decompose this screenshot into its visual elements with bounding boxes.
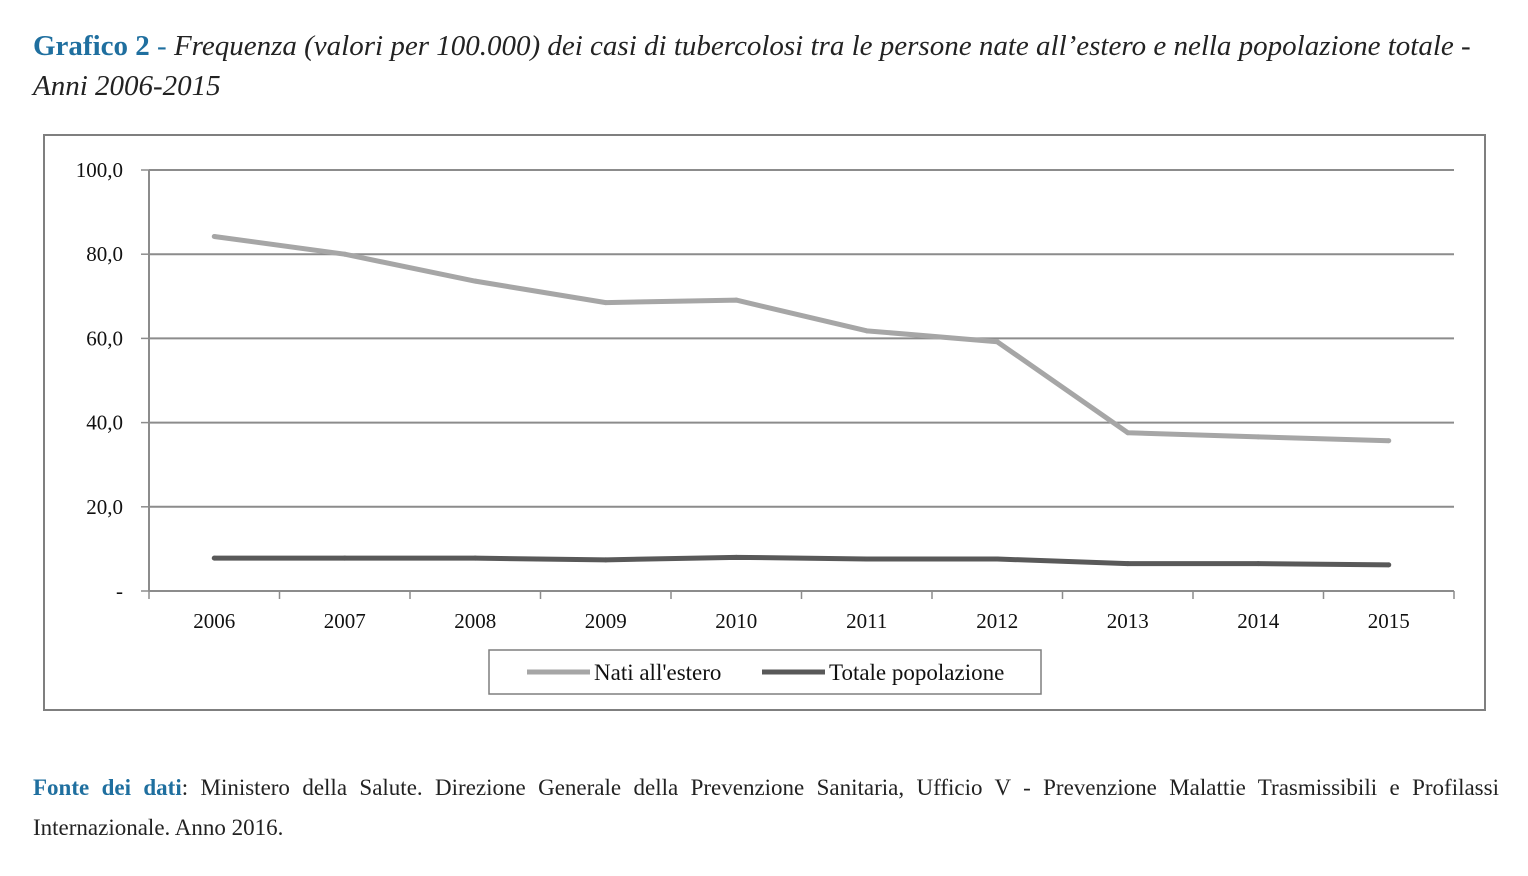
data-point [1386, 438, 1392, 444]
y-tick-label: - [116, 579, 123, 603]
data-point [603, 557, 609, 563]
data-point [1125, 430, 1131, 436]
y-tick-label: 100,0 [76, 158, 123, 182]
figure-label: Grafico 2 [33, 30, 150, 62]
series-line-1 [214, 554, 1389, 568]
x-tick-label: 2007 [324, 609, 366, 633]
chart-frame: - 20,0 40,0 60,0 80,0 100,0 2006 2007 2008 2009 20… [43, 134, 1486, 711]
data-point [994, 339, 1000, 345]
x-tick-label: 2006 [193, 609, 235, 633]
figure-caption: Grafico 2 - Frequenza (valori per 100.00… [33, 26, 1503, 106]
x-tick-label: 2015 [1368, 609, 1410, 633]
y-tick-label: 80,0 [86, 242, 123, 266]
data-point [603, 300, 609, 306]
data-point [1255, 434, 1261, 440]
legend-label: Nati all'estero [594, 660, 721, 685]
x-tick-label: 2011 [846, 609, 887, 633]
data-point [211, 555, 217, 561]
legend-label: Totale popolazione [829, 660, 1004, 685]
series-line-0 [213, 234, 1389, 444]
data-point [211, 234, 217, 240]
source-note: Fonte dei dati: Ministero della Salute. … [33, 768, 1499, 848]
y-tick-label: 40,0 [86, 411, 123, 435]
data-point [472, 278, 478, 284]
x-tick-label: 2010 [715, 609, 757, 633]
data-point [864, 328, 870, 334]
x-tick-label: 2008 [454, 609, 496, 633]
figure-title: Frequenza (valori per 100.000) dei casi … [33, 30, 1471, 102]
data-point [994, 556, 1000, 562]
x-tick-label: 2009 [585, 609, 627, 633]
data-point [342, 555, 348, 561]
figure-separator: - [157, 30, 167, 62]
data-point [733, 554, 739, 560]
x-tick-label: 2012 [976, 609, 1018, 633]
data-point [1386, 562, 1392, 568]
source-label: Fonte dei dati [33, 775, 182, 800]
x-tick-label: 2014 [1237, 609, 1280, 633]
data-point [1125, 561, 1131, 567]
data-point [472, 555, 478, 561]
y-tick-label: 20,0 [86, 495, 123, 519]
x-tick-label: 2013 [1107, 609, 1149, 633]
data-point [342, 251, 348, 257]
data-point [733, 297, 739, 303]
data-point [1255, 561, 1261, 567]
line-chart: - 20,0 40,0 60,0 80,0 100,0 2006 2007 2008 2009 20… [76, 158, 1455, 695]
data-point [864, 556, 870, 562]
y-tick-label: 60,0 [86, 326, 123, 350]
source-text: : Ministero della Salute. Direzione Gene… [33, 775, 1499, 840]
